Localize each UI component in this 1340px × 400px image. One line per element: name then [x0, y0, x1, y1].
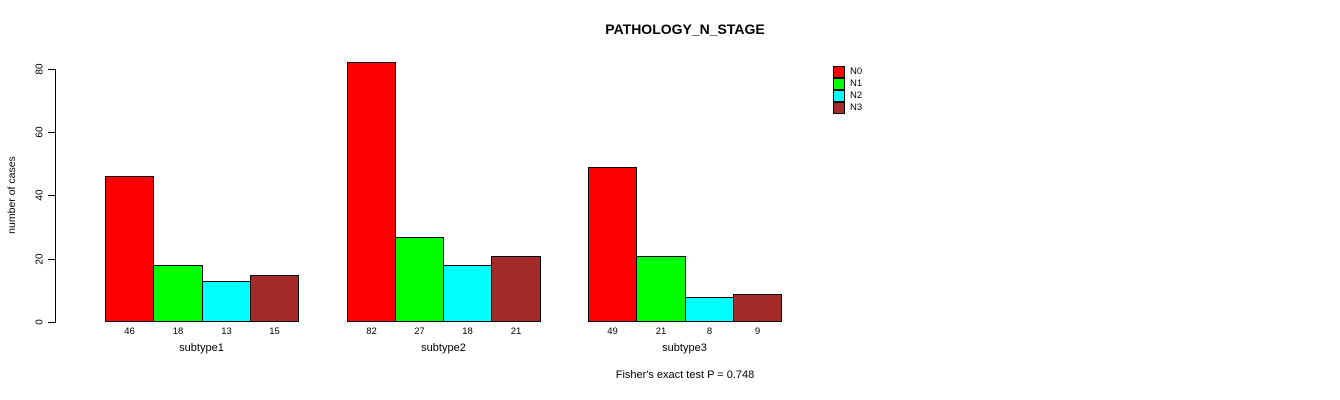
y-tick-label: 20 — [34, 253, 46, 265]
y-tick-label: 80 — [34, 63, 46, 75]
bar-n3-subtype1 — [250, 275, 299, 322]
y-axis-line — [55, 69, 56, 323]
bar-value-label: 13 — [221, 326, 232, 337]
bar-n0-subtype1 — [105, 176, 154, 322]
category-label-subtype2: subtype2 — [421, 342, 466, 354]
legend-label: N1 — [850, 78, 863, 89]
legend: N0 N1 N2 N3 — [833, 66, 862, 114]
bar-value-label: 82 — [366, 326, 377, 337]
bar-value-label: 21 — [510, 326, 522, 337]
chart-title: PATHOLOGY_N_STAGE — [605, 21, 765, 37]
bar-n2-subtype2 — [443, 265, 492, 322]
bar-value-label: 27 — [414, 326, 425, 337]
legend-swatch-n1 — [833, 78, 845, 90]
y-axis-label: number of cases — [6, 156, 18, 234]
y-tick-mark — [48, 322, 55, 323]
legend-swatch-n0 — [833, 66, 845, 78]
y-tick-mark — [48, 132, 55, 133]
legend-label: N0 — [850, 66, 863, 77]
bar-n1-subtype1 — [153, 265, 203, 322]
legend-row-n2: N2 — [833, 90, 862, 102]
bar-value-label: 21 — [655, 326, 667, 337]
bar-n0-subtype2 — [347, 62, 396, 322]
legend-swatch-n3 — [833, 102, 845, 114]
category-label-subtype3: subtype3 — [662, 342, 707, 354]
y-tick-label: 60 — [34, 126, 46, 138]
bar-n3-subtype3 — [733, 294, 782, 322]
bar-value-label: 9 — [754, 326, 761, 337]
y-tick-mark — [48, 69, 55, 70]
bar-n1-subtype3 — [636, 256, 686, 322]
legend-row-n0: N0 — [833, 66, 862, 78]
y-tick-label: 0 — [34, 319, 46, 325]
bar-value-label: 18 — [462, 326, 473, 337]
bar-n2-subtype3 — [685, 297, 734, 322]
bar-value-label: 49 — [607, 326, 618, 337]
legend-label: N3 — [850, 102, 863, 113]
y-tick-mark — [48, 195, 55, 196]
legend-swatch-n2 — [833, 90, 845, 102]
legend-row-n3: N3 — [833, 102, 862, 114]
y-tick-label: 40 — [34, 189, 46, 201]
bar-n1-subtype2 — [395, 237, 444, 322]
bar-n2-subtype1 — [202, 281, 251, 322]
bar-n0-subtype3 — [588, 167, 637, 322]
bar-value-label: 18 — [172, 326, 184, 337]
fisher-test-annotation: Fisher's exact test P = 0.748 — [615, 369, 755, 381]
category-label-subtype1: subtype1 — [179, 342, 224, 354]
bar-value-label: 46 — [124, 326, 135, 337]
y-tick-mark — [48, 259, 55, 260]
bar-n3-subtype2 — [491, 256, 541, 322]
bar-value-label: 15 — [269, 326, 280, 337]
legend-label: N2 — [850, 90, 863, 101]
bar-value-label: 8 — [706, 326, 713, 337]
legend-row-n1: N1 — [833, 78, 862, 90]
